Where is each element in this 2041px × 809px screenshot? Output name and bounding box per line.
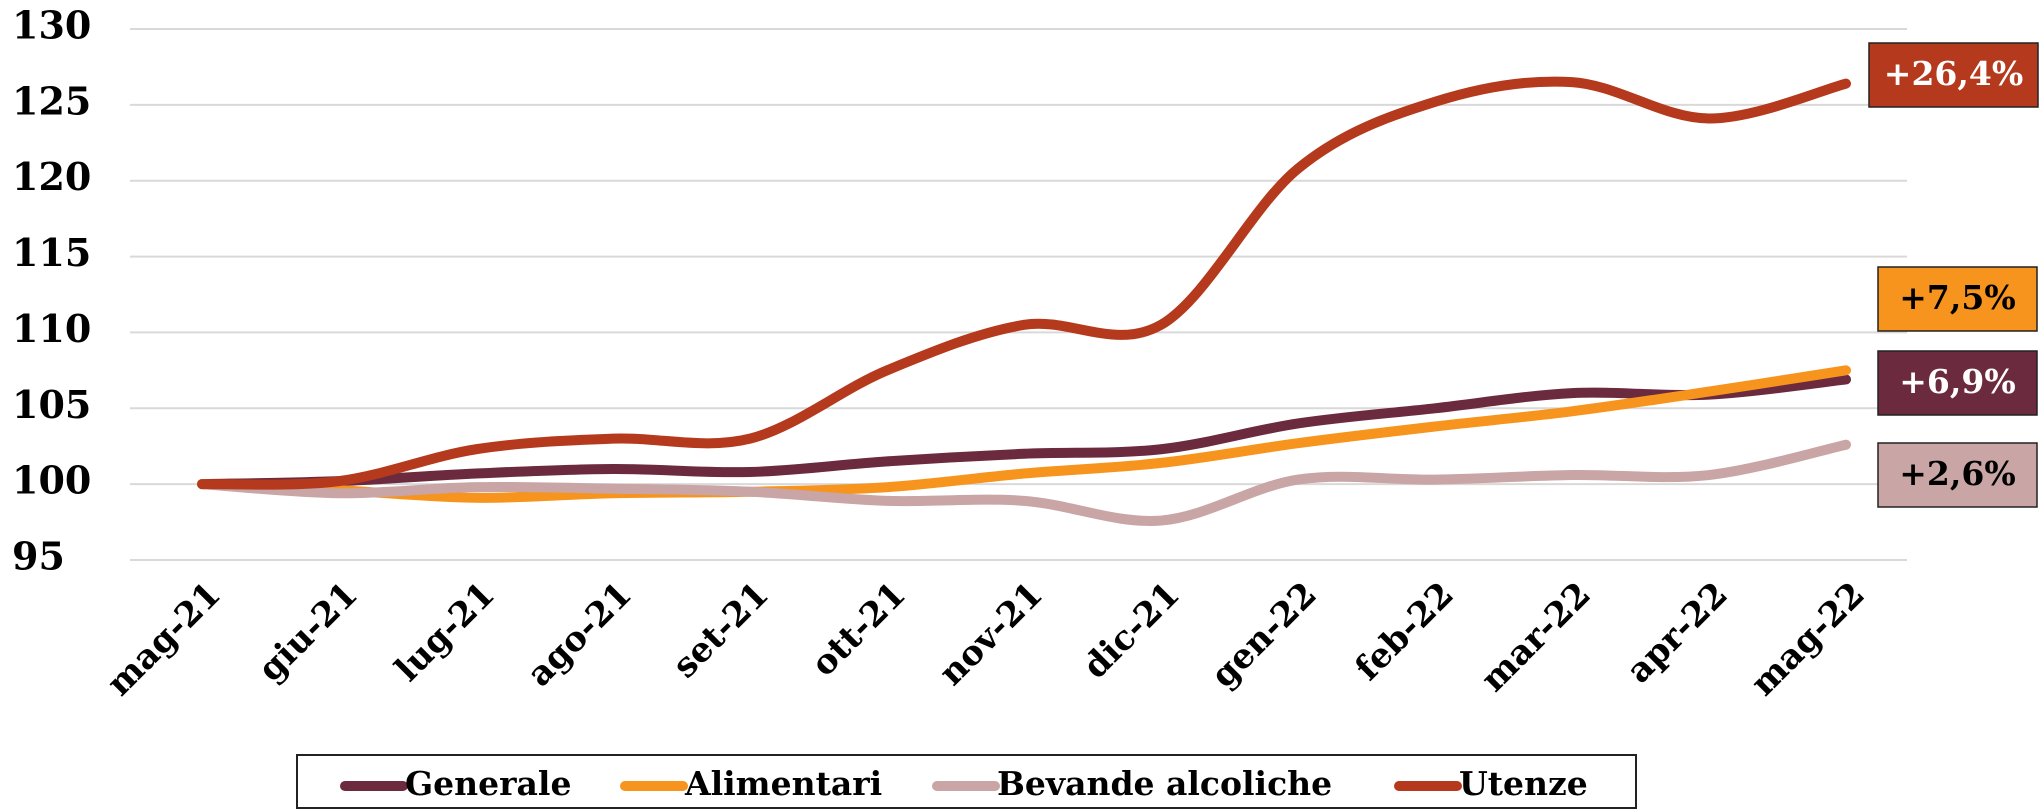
series-line	[197, 365, 1851, 503]
series-line	[197, 439, 1851, 526]
y-tick-label: 105	[12, 382, 91, 427]
series-line	[197, 76, 1851, 490]
x-tick-label: mar-22	[1473, 574, 1598, 699]
x-tick-label: dic-21	[1075, 574, 1187, 686]
legend-label: Utenze	[1459, 764, 1588, 803]
x-tick-label: ago-21	[520, 574, 640, 694]
y-tick-label: 100	[12, 458, 91, 503]
y-tick-label: 130	[12, 3, 91, 48]
x-tick-label: apr-22	[1619, 574, 1736, 691]
end-label: +6,9%	[1899, 362, 2015, 401]
x-tick-label: mag-21	[99, 574, 229, 704]
series-line	[197, 374, 1851, 490]
x-tick-label: giu-21	[251, 574, 366, 689]
y-tick-label: 120	[12, 154, 91, 199]
end-label: +2,6%	[1899, 454, 2015, 493]
legend-label: Alimentari	[684, 764, 882, 803]
x-tick-label: mag-22	[1743, 574, 1873, 704]
end-label-box	[1877, 442, 2038, 508]
x-tick-label: ott-21	[804, 574, 914, 684]
x-tick-label: nov-21	[932, 574, 1051, 693]
y-tick-label: 110	[12, 306, 91, 351]
end-label-box	[1877, 266, 2038, 332]
x-tick-label: set-21	[665, 574, 777, 686]
x-tick-label: lug-21	[388, 574, 503, 689]
end-label-box	[1868, 42, 2039, 108]
legend-label: Generale	[405, 764, 571, 803]
x-tick-label: gen-22	[1203, 574, 1324, 695]
y-tick-label: 115	[12, 230, 91, 275]
end-label-box	[1877, 350, 2038, 416]
y-tick-label: 125	[12, 78, 91, 123]
end-label: +26,4%	[1884, 54, 2023, 93]
x-tick-label: feb-22	[1348, 574, 1462, 688]
y-tick-label: 95	[12, 534, 65, 579]
end-label: +7,5%	[1899, 278, 2015, 317]
legend-label: Bevande alcoliche	[997, 764, 1332, 803]
